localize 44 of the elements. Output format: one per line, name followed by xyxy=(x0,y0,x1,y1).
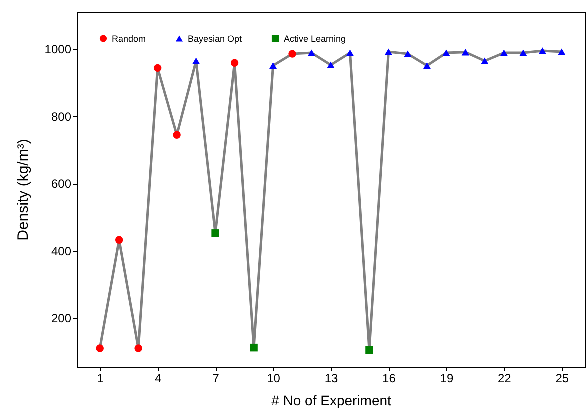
x-tick-label: 1 xyxy=(97,372,104,386)
x-tick-label: 10 xyxy=(267,372,281,386)
x-tick-label: 19 xyxy=(440,372,454,386)
point xyxy=(212,230,220,238)
x-tick-label: 25 xyxy=(556,372,570,386)
point xyxy=(384,48,393,56)
point xyxy=(462,49,470,56)
point xyxy=(404,50,412,58)
point xyxy=(346,50,354,56)
x-tick-label: 16 xyxy=(382,372,396,386)
point xyxy=(154,64,162,72)
x-axis-title: # No of Experiment xyxy=(272,392,392,408)
point xyxy=(230,59,239,68)
y-tick-label: 600 xyxy=(51,177,72,192)
x-tick-label: 7 xyxy=(212,372,220,386)
point xyxy=(173,131,181,140)
point xyxy=(500,50,508,56)
y-tick-label: 400 xyxy=(51,244,72,258)
point xyxy=(366,346,374,354)
point xyxy=(423,62,432,70)
point xyxy=(250,344,258,352)
legend-label: Random xyxy=(112,34,146,44)
point xyxy=(134,344,142,352)
y-tick-label: 200 xyxy=(51,312,72,326)
point xyxy=(327,62,335,69)
y-axis-title: Density (kg/m³) xyxy=(14,139,32,241)
point xyxy=(481,58,489,64)
point xyxy=(288,50,296,58)
point xyxy=(308,50,316,56)
point xyxy=(558,48,566,56)
y-tick-label: 800 xyxy=(51,110,72,124)
point xyxy=(115,236,124,244)
point xyxy=(442,50,450,56)
point xyxy=(269,62,278,70)
x-tick-label: 4 xyxy=(154,372,162,386)
point xyxy=(96,344,104,352)
point xyxy=(520,50,528,56)
point xyxy=(538,48,547,54)
legend-label: Bayesian Opt xyxy=(188,34,243,44)
y-tick-label: 1000 xyxy=(44,42,72,57)
legend-label: Active Learning xyxy=(284,34,346,44)
x-tick-label: 13 xyxy=(324,372,338,386)
x-tick-label: 22 xyxy=(498,372,512,386)
point xyxy=(192,58,200,64)
